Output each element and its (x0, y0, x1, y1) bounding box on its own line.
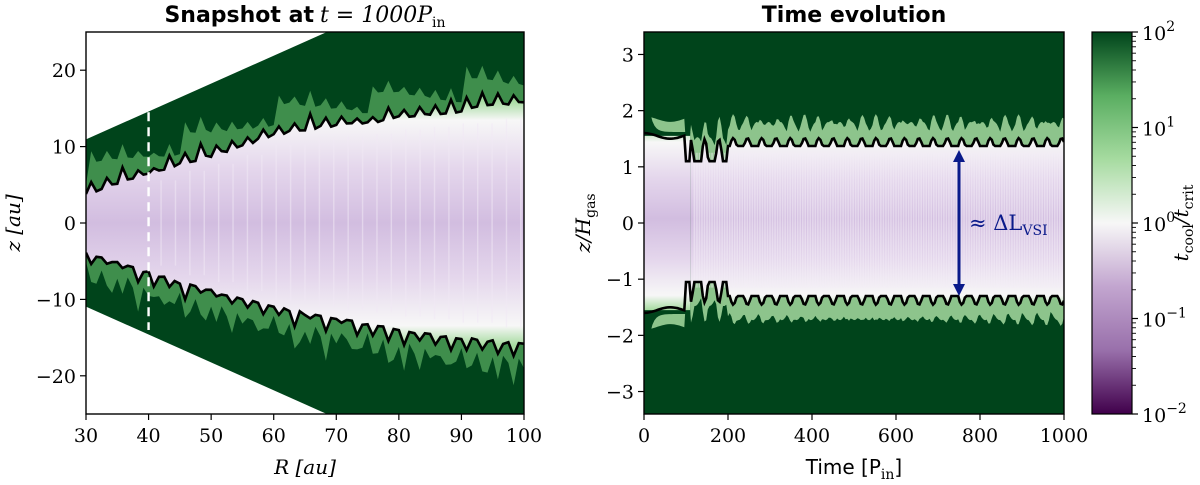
right-title: Time evolution (762, 3, 946, 28)
x-tick-label: 200 (710, 425, 746, 447)
vsi-arrow-head-bottom (953, 284, 965, 297)
left-fringe-lower (86, 252, 524, 386)
left-plot-area (86, 32, 524, 414)
left-panel: 30 40 50 60 70 80 90 100 −20 −10 0 10 20 Snapshot a… (1, 3, 542, 479)
y-tick-label: 3 (622, 44, 634, 66)
x-tick-label: 30 (74, 425, 98, 447)
x-tick-label: 90 (449, 425, 473, 447)
vsi-annotation: ≈ ΔLVSI (969, 211, 1048, 239)
y-tick-label: 1 (622, 157, 634, 179)
left-x-ticks: 30 40 50 60 70 80 90 100 (74, 414, 542, 447)
right-plot-area: ≈ ΔLVSI (644, 32, 1064, 414)
left-contour-upper (86, 89, 524, 195)
y-tick-label: 20 (52, 60, 76, 82)
x-tick-label: 400 (794, 425, 830, 447)
colorbar-tick-label: 10−1 (1142, 306, 1187, 332)
x-tick-label: 60 (262, 425, 286, 447)
y-tick-label: −3 (606, 382, 634, 404)
left-title: Snapshot at t = 1000Pin (164, 3, 445, 31)
left-y-label: z [au] (1, 194, 25, 253)
y-tick-label: −1 (606, 269, 634, 291)
y-tick-label: −10 (36, 289, 76, 311)
colorbar-tick-label: 10−2 (1142, 401, 1187, 427)
y-tick-label: −2 (606, 325, 634, 347)
colorbar-ticks: 102 101 100 10−1 10−2 (1132, 19, 1187, 427)
y-tick-label: 10 (52, 137, 76, 159)
x-tick-label: 800 (962, 425, 998, 447)
x-tick-label: 50 (199, 425, 223, 447)
right-contour-upper (644, 131, 1064, 163)
y-tick-label: 0 (622, 213, 634, 235)
y-tick-label: 0 (64, 213, 76, 235)
vsi-arrow-head-top (953, 149, 965, 162)
colorbar: 102 101 100 10−1 10−2 tcool/tcrit (1091, 19, 1197, 427)
colorbar-tick-label: 102 (1142, 19, 1175, 45)
right-y-ticks: −3 −2 −1 0 1 2 3 (606, 44, 644, 404)
right-fringe-lower (644, 282, 1064, 330)
x-tick-label: 100 (506, 425, 542, 447)
x-tick-label: 1000 (1040, 425, 1088, 447)
y-tick-label: 2 (622, 101, 634, 123)
x-tick-label: 600 (878, 425, 914, 447)
right-panel: ≈ ΔLVSI 0 200 400 600 800 1000 −3 −2 −1 0 1 2 3 Tim… (571, 3, 1088, 483)
right-x-label: Time [Pin] (805, 455, 902, 483)
x-tick-label: 0 (638, 425, 650, 447)
left-y-ticks: −20 −10 0 10 20 (36, 60, 86, 388)
right-y-label: z/Hgas (571, 193, 599, 253)
colorbar-tick-label: 100 (1142, 210, 1175, 236)
y-tick-label: −20 (36, 366, 76, 388)
left-contour-lower (86, 252, 524, 360)
right-contour-lower (644, 280, 1064, 315)
x-tick-label: 40 (136, 425, 160, 447)
right-disk-stripes (644, 32, 1064, 414)
right-fringe-upper (644, 114, 1064, 162)
colorbar-gradient (1092, 32, 1132, 414)
colorbar-tick-label: 101 (1142, 115, 1175, 141)
x-tick-label: 70 (324, 425, 348, 447)
left-x-label: R [au] (273, 455, 336, 479)
colorbar-label: tcool/tcrit (1169, 184, 1197, 261)
x-tick-label: 80 (387, 425, 411, 447)
right-x-ticks: 0 200 400 600 800 1000 (638, 414, 1088, 447)
right-start-disk (644, 135, 691, 311)
